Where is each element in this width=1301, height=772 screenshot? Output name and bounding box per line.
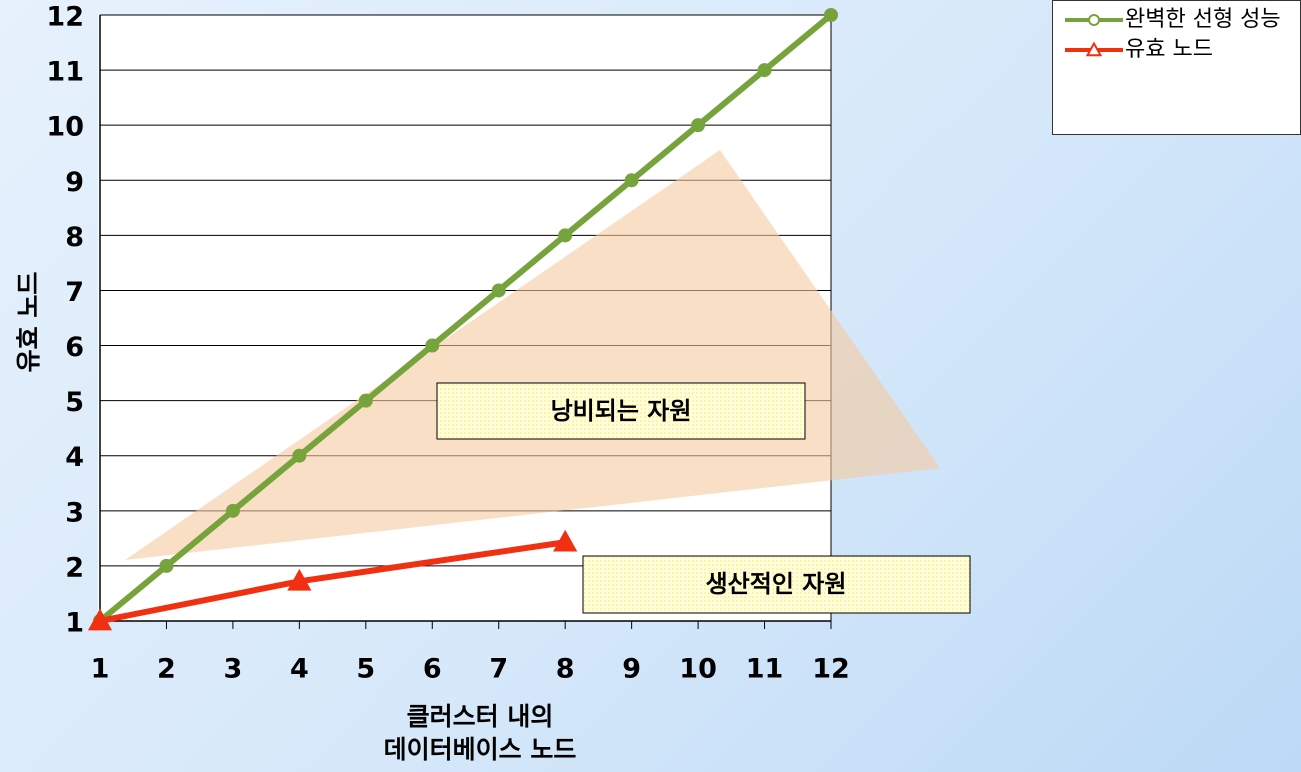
marker bbox=[87, 608, 113, 631]
marker bbox=[553, 529, 578, 552]
x-tick-label: 3 bbox=[224, 654, 243, 685]
x-tick-label: 8 bbox=[556, 654, 575, 685]
legend-swatch bbox=[1065, 14, 1123, 26]
legend-label: 완벽한 선형 성능 bbox=[1125, 7, 1281, 32]
x-tick-label: 4 bbox=[290, 654, 309, 685]
y-tick-label: 4 bbox=[65, 442, 84, 473]
y-tick-label: 6 bbox=[65, 332, 84, 363]
marker bbox=[1088, 14, 1100, 26]
x-tick-label: 2 bbox=[157, 654, 176, 685]
x-tick-label: 1 bbox=[91, 654, 110, 685]
y-tick-label: 8 bbox=[65, 222, 84, 253]
y-tick-label: 7 bbox=[65, 277, 84, 308]
x-tick-label: 5 bbox=[356, 654, 375, 685]
marker bbox=[824, 8, 838, 22]
x-tick-label: 12 bbox=[812, 654, 850, 685]
marker bbox=[558, 228, 573, 243]
x-tick-label: 10 bbox=[679, 654, 717, 685]
marker bbox=[425, 338, 440, 353]
x-tick-label: 7 bbox=[489, 654, 508, 685]
x-tick-label: 9 bbox=[622, 654, 641, 685]
marker bbox=[1085, 41, 1103, 57]
y-tick-label: 5 bbox=[65, 387, 84, 418]
annotation: 생산적인 자원 bbox=[706, 570, 847, 598]
annotation: 낭비되는 자원 bbox=[551, 397, 692, 425]
marker bbox=[159, 558, 174, 573]
marker bbox=[358, 393, 373, 408]
marker bbox=[691, 118, 706, 133]
legend-entry: 완벽한 선형 성능 bbox=[1063, 9, 1300, 31]
y-tick-label: 11 bbox=[46, 57, 84, 88]
marker bbox=[292, 448, 307, 463]
marker bbox=[757, 63, 772, 78]
marker bbox=[624, 173, 639, 188]
x-tick-label: 6 bbox=[423, 654, 442, 685]
y-tick-label: 12 bbox=[46, 2, 84, 33]
marker bbox=[491, 283, 506, 298]
x-axis-label: 클러스터 내의 데이터베이스 노드 bbox=[383, 702, 577, 764]
marker bbox=[225, 503, 240, 518]
x-tick-label: 11 bbox=[746, 654, 784, 685]
series-line bbox=[98, 12, 833, 624]
y-tick-label: 3 bbox=[65, 497, 84, 528]
y-tick-label: 9 bbox=[65, 167, 84, 198]
y-tick-label: 1 bbox=[65, 608, 84, 639]
y-axis-label: 유효 노드 bbox=[14, 272, 43, 373]
annotation-box bbox=[582, 555, 971, 614]
y-tick-label: 10 bbox=[46, 112, 84, 143]
marker bbox=[287, 568, 312, 591]
annotation-box bbox=[436, 382, 806, 440]
waste-region bbox=[125, 150, 940, 560]
legend-swatch bbox=[1065, 41, 1123, 57]
y-tick-label: 2 bbox=[65, 552, 84, 583]
legend-entry: 유효 노드 bbox=[1063, 39, 1300, 61]
legend-label: 유효 노드 bbox=[1125, 37, 1213, 62]
